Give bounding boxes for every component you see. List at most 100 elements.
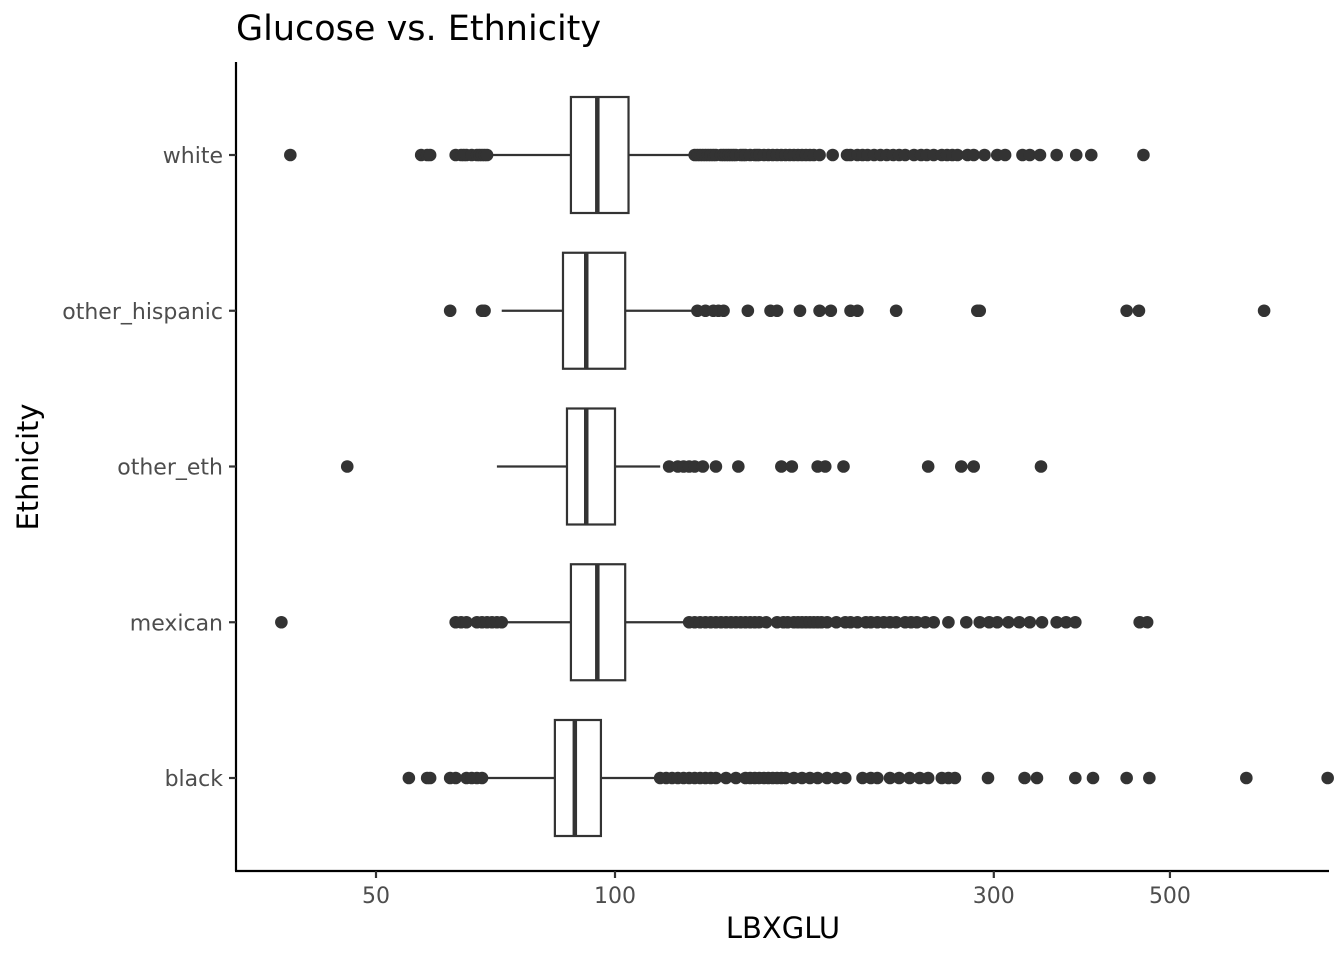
outlier-point (1086, 771, 1100, 785)
outlier-point (696, 460, 710, 473)
outlier-point (978, 148, 991, 162)
outlier-point (759, 615, 773, 629)
outlier-point (820, 771, 834, 785)
outlier-point (1059, 615, 1073, 629)
outlier-point (921, 771, 935, 785)
outlier-point (1023, 148, 1037, 162)
y-tick-label: other_hispanic (62, 300, 223, 325)
outlier-point (942, 615, 955, 629)
outlier-point (998, 148, 1012, 162)
outlier-point (818, 460, 832, 473)
chart-marks: 50 100 300 500 white other_hispanic other_ethm… (62, 95, 1334, 909)
outlier-point (851, 304, 864, 318)
outlier-point (1132, 304, 1146, 318)
outlier-point (717, 304, 730, 318)
outlier-point (921, 460, 935, 473)
outlier-point (927, 615, 940, 629)
outlier-point (1050, 148, 1063, 162)
outlier-point (837, 460, 850, 473)
outlier-point (1120, 304, 1133, 318)
outlier-point (709, 771, 723, 785)
outlier-point (898, 148, 912, 162)
outlier-point (1143, 771, 1156, 785)
outlier-point (1023, 615, 1037, 629)
outlier-point (741, 304, 755, 318)
y-tick-label: white (163, 144, 223, 169)
outlier-point (903, 771, 916, 785)
outlier-point (1120, 771, 1133, 785)
outlier-point (824, 304, 838, 318)
outlier-point (1033, 148, 1047, 162)
y-tick-label: other_eth (117, 456, 223, 481)
outlier-point (1018, 771, 1031, 785)
y-tick-label: mexican (130, 611, 223, 636)
outlier-point (981, 771, 995, 785)
outlier-point (785, 460, 799, 473)
x-tick-label: 50 (362, 884, 390, 909)
x-axis-title: LBXGLU (726, 911, 840, 945)
outlier-point (480, 148, 494, 162)
outlier-point (1012, 615, 1026, 629)
outlier-point (793, 304, 807, 318)
outlier-point (948, 771, 962, 785)
outlier-point (423, 771, 437, 785)
outlier-point (820, 615, 834, 629)
outlier-point (1069, 148, 1083, 162)
outlier-point (275, 615, 288, 629)
outlier-point (443, 304, 457, 318)
outlier-point (1050, 615, 1063, 629)
outlier-point (1137, 148, 1150, 162)
outlier-point (1084, 148, 1098, 162)
x-tick-label: 100 (594, 884, 636, 909)
outlier-point (719, 771, 733, 785)
outlier-point (340, 460, 354, 473)
outlier-point (826, 148, 839, 162)
outlier-point (402, 771, 416, 785)
outlier-point (775, 460, 788, 473)
outlier-point (830, 771, 843, 785)
outlier-point (475, 771, 489, 785)
outlier-point (770, 304, 784, 318)
outlier-point (990, 615, 1004, 629)
outlier-point (954, 460, 968, 473)
outlier-point (883, 771, 897, 785)
outlier-point (1069, 771, 1082, 785)
outlier-point (889, 304, 903, 318)
outlier-point (729, 771, 743, 785)
outlier-point (973, 304, 987, 318)
outlier-point (662, 460, 676, 473)
outlier-point (1240, 771, 1253, 785)
outlier-point (460, 615, 473, 629)
outlier-point (1002, 615, 1015, 629)
outlier-point (1030, 771, 1044, 785)
outlier-point (811, 771, 824, 785)
outlier-point (813, 148, 826, 162)
outlier-point (1069, 615, 1082, 629)
x-tick-label: 300 (973, 884, 1015, 909)
chart-title: Glucose vs. Ethnicity (236, 9, 601, 49)
outlier-point (1140, 615, 1154, 629)
outlier-point (1257, 304, 1271, 318)
outlier-point (1034, 460, 1048, 473)
iqr-box (565, 407, 617, 526)
outlier-point (478, 304, 491, 318)
outlier-point (284, 148, 297, 162)
outlier-point (951, 148, 964, 162)
outlier-point (813, 304, 826, 318)
outlier-point (871, 771, 884, 785)
outlier-point (892, 771, 906, 785)
iqr-box (561, 251, 627, 370)
outlier-point (960, 615, 973, 629)
outlier-point (709, 460, 723, 473)
outlier-point (449, 771, 462, 785)
y-axis-title: Ethnicity (11, 403, 45, 530)
x-tick-label: 500 (1149, 884, 1191, 909)
outlier-point (732, 460, 745, 473)
outlier-point (1035, 615, 1049, 629)
outlier-point (973, 615, 987, 629)
outlier-point (967, 460, 980, 473)
iqr-box (553, 718, 603, 838)
y-tick-label: black (165, 767, 224, 792)
outlier-point (830, 615, 843, 629)
